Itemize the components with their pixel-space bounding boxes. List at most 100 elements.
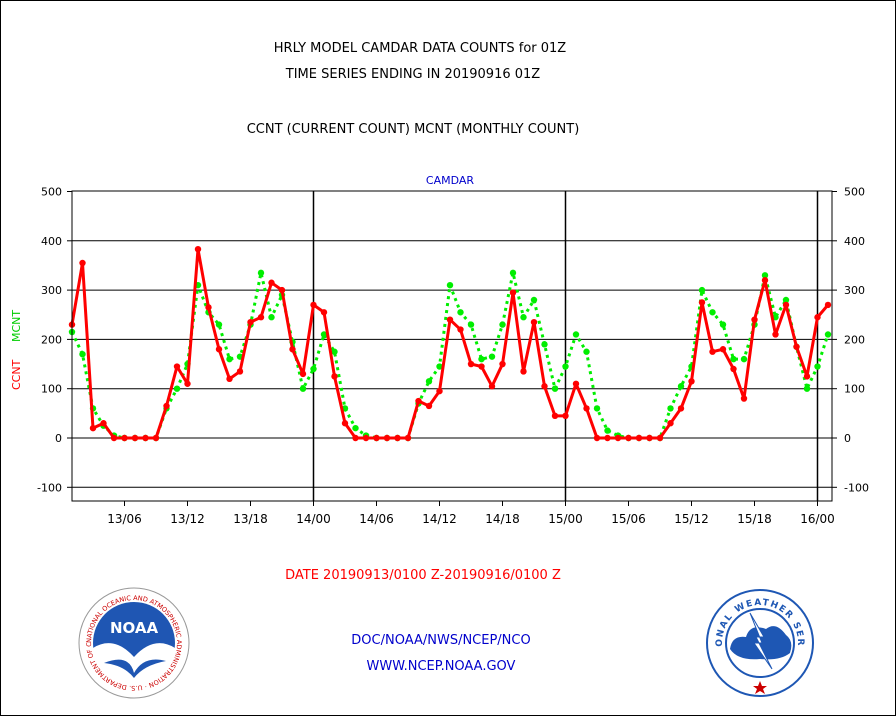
- data-point-mcnt: [782, 296, 790, 304]
- data-point-mcnt: [226, 355, 233, 363]
- data-point-ccnt: [551, 412, 559, 420]
- data-point-mcnt: [457, 309, 464, 316]
- data-point-ccnt: [142, 434, 149, 442]
- data-point-mcnt: [509, 269, 517, 277]
- data-point-ccnt: [593, 434, 601, 442]
- data-point-mcnt: [551, 385, 559, 392]
- data-point-mcnt: [79, 350, 86, 358]
- y-tick-label: 100: [41, 383, 62, 396]
- y-axis-label: CCNT MCNT: [10, 310, 23, 390]
- y-tick-label: 300: [844, 284, 865, 297]
- data-point-mcnt: [541, 341, 548, 348]
- x-tick-label: 13/12: [170, 512, 205, 526]
- x-tick-label: 14/12: [422, 512, 457, 526]
- y-tick-label: 400: [844, 235, 865, 248]
- data-point-mcnt: [698, 286, 706, 294]
- x-tick-label: 15/18: [737, 512, 772, 526]
- y-tick-label: 200: [41, 333, 62, 346]
- data-point-mcnt: [520, 314, 527, 321]
- x-ticks: 13/06 13/12 13/18 14/00 14/06 14/12 14/18 15/00…: [107, 501, 835, 526]
- data-point-mcnt: [719, 321, 727, 328]
- plot-label: CAMDAR: [426, 174, 474, 187]
- data-point-ccnt: [520, 368, 527, 375]
- data-point-ccnt: [793, 343, 800, 350]
- plot-grid: [72, 240, 832, 488]
- data-point-ccnt: [184, 380, 191, 387]
- data-point-mcnt: [352, 424, 359, 432]
- data-point-ccnt: [247, 318, 254, 326]
- date-range: DATE 20190913/0100 Z-20190916/0100 Z: [285, 568, 561, 583]
- data-point-ccnt: [110, 434, 118, 442]
- data-point-ccnt: [236, 368, 244, 375]
- data-point-ccnt: [509, 289, 517, 296]
- data-point-ccnt: [425, 402, 433, 410]
- data-point-mcnt: [446, 281, 454, 289]
- y-tick-label: 0: [844, 432, 851, 445]
- data-point-mcnt: [814, 363, 821, 370]
- data-point-ccnt: [709, 348, 716, 355]
- chart-title-line2: TIME SERIES ENDING IN 20190916 01Z: [285, 67, 541, 82]
- data-point-mcnt: [467, 321, 475, 328]
- data-point-mcnt: [730, 355, 737, 363]
- y-ticks-left: -100 0 100 200 300 400 500: [37, 186, 72, 494]
- data-point-ccnt: [131, 434, 139, 442]
- data-point-mcnt: [562, 363, 569, 370]
- data-point-ccnt: [656, 434, 664, 442]
- data-point-ccnt: [541, 383, 548, 390]
- series-ccnt: [68, 245, 832, 442]
- data-point-mcnt: [331, 348, 338, 355]
- data-point-mcnt: [824, 331, 832, 338]
- data-point-ccnt: [772, 331, 779, 338]
- data-point-ccnt: [814, 314, 821, 321]
- y-tick-label: 400: [41, 235, 62, 248]
- x-tick-label: 14/18: [485, 512, 520, 526]
- y-tick-label: 0: [55, 432, 62, 445]
- data-point-mcnt: [740, 355, 748, 363]
- data-point-ccnt: [740, 395, 748, 402]
- data-point-mcnt: [604, 427, 611, 434]
- data-point-ccnt: [173, 363, 181, 370]
- x-tick-label: 15/12: [674, 512, 709, 526]
- data-point-ccnt: [79, 259, 86, 267]
- data-point-ccnt: [268, 279, 275, 286]
- data-point-ccnt: [331, 373, 338, 380]
- y-tick-label: 500: [844, 186, 865, 199]
- y-axis-label-ccnt: CCNT: [10, 359, 23, 390]
- data-point-mcnt: [803, 385, 811, 392]
- x-tick-label: 14/00: [296, 512, 331, 526]
- data-point-mcnt: [530, 296, 538, 304]
- data-point-ccnt: [436, 387, 443, 395]
- footer-url: WWW.NCEP.NOAA.GOV: [367, 659, 516, 674]
- data-point-ccnt: [614, 434, 622, 442]
- data-point-mcnt: [677, 383, 685, 390]
- data-point-ccnt: [394, 434, 401, 442]
- noaa-logo-text: NOAA: [110, 619, 159, 637]
- data-point-mcnt: [761, 272, 769, 279]
- data-point-ccnt: [404, 434, 412, 442]
- data-point-ccnt: [583, 405, 590, 412]
- data-point-ccnt: [100, 420, 107, 427]
- y-tick-label: 100: [844, 383, 865, 396]
- data-point-ccnt: [341, 420, 349, 427]
- data-point-mcnt: [268, 314, 275, 321]
- data-point-ccnt: [572, 380, 580, 387]
- data-point-ccnt: [467, 360, 475, 368]
- data-point-mcnt: [215, 321, 223, 328]
- data-point-ccnt: [698, 299, 706, 306]
- x-tick-label: 15/06: [611, 512, 646, 526]
- data-point-ccnt: [194, 245, 202, 253]
- y-axis-label-mcnt: MCNT: [10, 310, 23, 342]
- nws-logo: NATIONAL WEATHER SERVICE: [706, 589, 814, 697]
- data-point-ccnt: [446, 316, 454, 323]
- data-point-ccnt: [761, 277, 769, 284]
- data-point-ccnt: [530, 318, 538, 326]
- x-tick-label: 13/06: [107, 512, 142, 526]
- y-tick-label: 300: [41, 284, 62, 297]
- data-point-ccnt: [646, 434, 653, 442]
- data-point-ccnt: [604, 434, 611, 442]
- chart-subtitle: CCNT (CURRENT COUNT) MCNT (MONTHLY COUNT…: [247, 122, 580, 137]
- data-point-ccnt: [478, 363, 485, 370]
- data-point-mcnt: [299, 385, 307, 392]
- data-point-ccnt: [362, 434, 370, 442]
